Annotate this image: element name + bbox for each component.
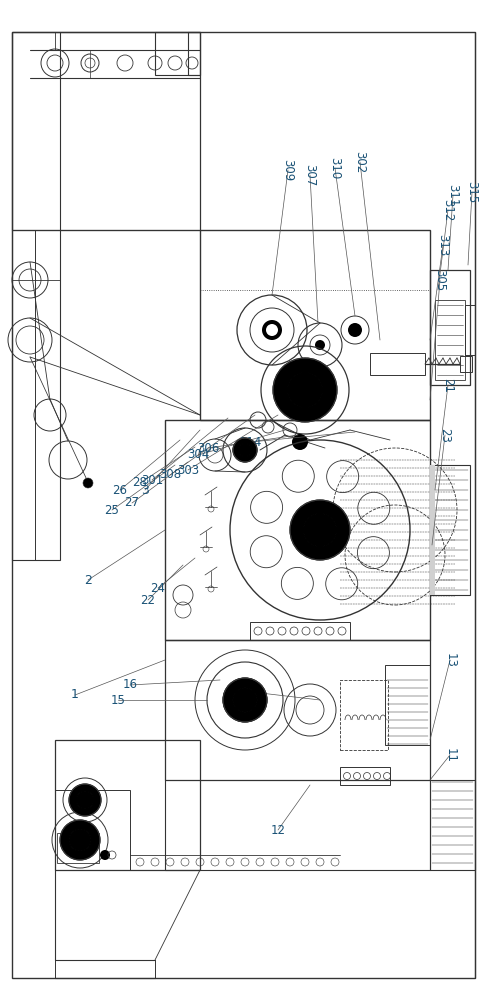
Bar	[12, 32, 200, 230]
Bar	[430, 270, 470, 385]
Polygon shape	[239, 443, 252, 450]
Circle shape	[76, 791, 94, 809]
Bar	[460, 356, 472, 372]
Text: 301: 301	[141, 474, 163, 487]
Text: 2: 2	[84, 574, 92, 586]
Text: 314: 314	[239, 436, 261, 448]
Bar	[465, 305, 475, 355]
Text: 308: 308	[159, 468, 181, 482]
Text: 311: 311	[447, 184, 460, 206]
Polygon shape	[69, 840, 91, 851]
Polygon shape	[233, 688, 257, 700]
Text: 13: 13	[444, 653, 456, 667]
Polygon shape	[287, 372, 323, 390]
Text: 313: 313	[436, 234, 449, 256]
Circle shape	[233, 438, 257, 462]
Bar	[250, 622, 350, 640]
Circle shape	[348, 323, 362, 337]
Bar	[155, 32, 200, 75]
Bar	[165, 420, 430, 640]
Bar	[370, 353, 425, 375]
Text: 1: 1	[71, 688, 79, 702]
Text: 3: 3	[141, 484, 149, 496]
Polygon shape	[287, 390, 323, 408]
Polygon shape	[76, 791, 94, 800]
Text: 302: 302	[353, 151, 366, 173]
Text: 28: 28	[133, 477, 147, 489]
Text: 304: 304	[187, 448, 209, 462]
Bar	[430, 465, 470, 595]
Circle shape	[304, 514, 337, 546]
Text: 312: 312	[442, 199, 454, 221]
Text: 11: 11	[444, 748, 456, 762]
Bar	[430, 780, 475, 870]
Circle shape	[266, 324, 278, 336]
Bar	[57, 833, 99, 863]
Bar	[340, 680, 388, 750]
Polygon shape	[76, 800, 94, 809]
Circle shape	[223, 678, 267, 722]
Circle shape	[83, 478, 93, 488]
Bar	[340, 767, 390, 785]
Polygon shape	[233, 700, 257, 712]
Circle shape	[292, 434, 308, 450]
Circle shape	[60, 820, 100, 860]
Circle shape	[239, 443, 252, 457]
Text: 305: 305	[433, 269, 447, 291]
Text: 25: 25	[104, 504, 120, 516]
Circle shape	[69, 829, 91, 851]
Text: 21: 21	[442, 377, 454, 392]
Bar	[200, 230, 430, 420]
Bar	[55, 790, 130, 870]
Text: 310: 310	[328, 157, 342, 179]
Circle shape	[273, 358, 337, 422]
Text: 307: 307	[304, 164, 317, 186]
Polygon shape	[304, 514, 337, 530]
Circle shape	[290, 500, 350, 560]
Polygon shape	[239, 450, 252, 457]
Bar	[55, 740, 200, 870]
Text: 14: 14	[227, 684, 243, 696]
Text: 306: 306	[197, 442, 219, 454]
Text: 23: 23	[439, 428, 451, 442]
Bar	[435, 300, 465, 380]
Bar	[430, 465, 435, 595]
Circle shape	[315, 340, 325, 350]
Polygon shape	[304, 530, 337, 546]
Text: 15: 15	[111, 694, 125, 706]
Text: 309: 309	[282, 159, 294, 181]
Text: 22: 22	[141, 593, 156, 606]
Bar	[12, 230, 60, 560]
Text: 315: 315	[466, 181, 479, 203]
Polygon shape	[69, 829, 91, 840]
Text: 16: 16	[122, 678, 138, 692]
Text: 12: 12	[270, 824, 285, 836]
Circle shape	[69, 784, 101, 816]
Text: 24: 24	[150, 582, 165, 594]
Circle shape	[262, 320, 282, 340]
Text: 26: 26	[113, 484, 127, 496]
Circle shape	[233, 688, 257, 712]
Text: 27: 27	[124, 496, 140, 510]
Text: 303: 303	[177, 464, 199, 477]
Circle shape	[100, 850, 110, 860]
Bar	[188, 32, 200, 75]
Circle shape	[287, 372, 323, 408]
Bar	[165, 640, 430, 780]
Bar	[385, 665, 430, 745]
Circle shape	[74, 834, 86, 846]
